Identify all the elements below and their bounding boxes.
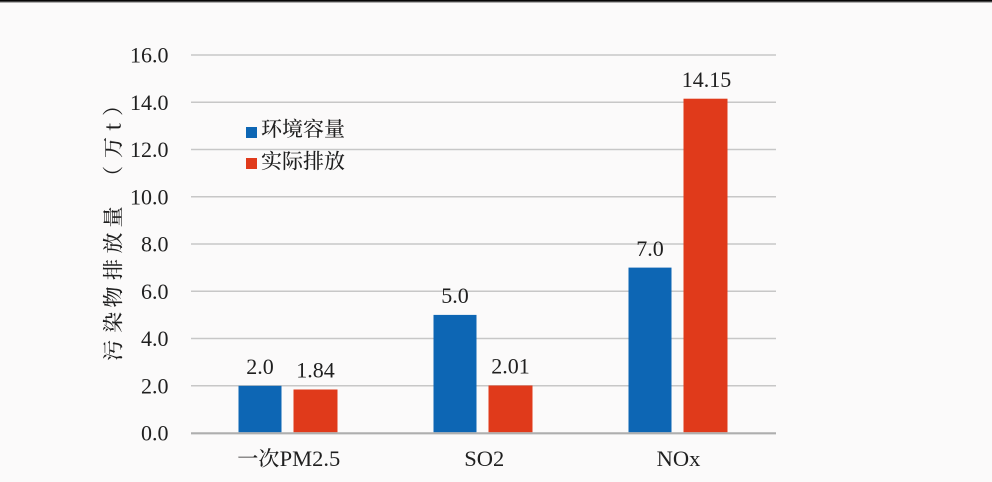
svg-text:2.01: 2.01	[491, 354, 530, 379]
svg-text:8.0: 8.0	[141, 232, 169, 257]
svg-text:0.0: 0.0	[141, 421, 169, 446]
svg-text:SO2: SO2	[464, 446, 504, 471]
svg-text:10.0: 10.0	[130, 184, 169, 209]
svg-text:14.15: 14.15	[682, 67, 732, 92]
svg-text:1.84: 1.84	[296, 358, 335, 383]
svg-text:4.0: 4.0	[141, 326, 169, 351]
svg-text:2.0: 2.0	[246, 354, 274, 379]
svg-text:2.0: 2.0	[141, 373, 169, 398]
svg-text:7.0: 7.0	[636, 236, 664, 261]
svg-text:16.0: 16.0	[130, 43, 169, 68]
svg-text:12.0: 12.0	[130, 137, 169, 162]
svg-text:14.0: 14.0	[130, 90, 169, 115]
svg-text:NOx: NOx	[657, 446, 701, 471]
svg-text:PM2.5: PM2.5	[280, 446, 341, 471]
svg-text:5.0: 5.0	[441, 283, 469, 308]
svg-text:6.0: 6.0	[141, 279, 169, 304]
